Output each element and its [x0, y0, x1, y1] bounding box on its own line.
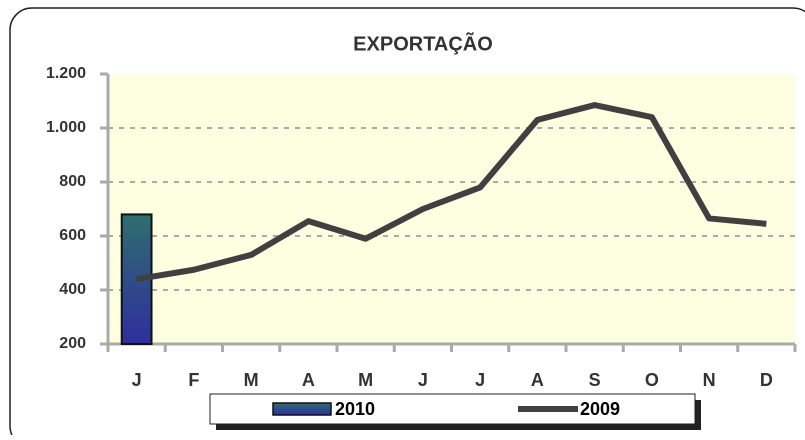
legend-swatch: [272, 402, 332, 416]
x-tick-label: A: [302, 370, 315, 390]
x-tick-label: M: [244, 370, 259, 390]
x-tick-label: S: [589, 370, 601, 390]
y-tick-label: 800: [59, 173, 86, 190]
line: [136, 102, 767, 283]
plot-area: [108, 74, 795, 344]
x-tick-label: D: [760, 370, 773, 390]
legend-label: 2010: [335, 399, 375, 419]
y-tick-label: 1.000: [46, 119, 86, 136]
y-tick-label: 1.200: [46, 65, 86, 82]
y-tick-label: 600: [59, 227, 86, 244]
x-tick-label: O: [645, 370, 659, 390]
x-tick-label: M: [358, 370, 373, 390]
y-tick-label: 200: [59, 335, 86, 352]
legend-label: 2009: [580, 399, 620, 419]
x-tick-label: J: [475, 370, 485, 390]
y-tick-label: 400: [59, 281, 86, 298]
x-tick-label: A: [531, 370, 544, 390]
x-tick-label: F: [188, 370, 199, 390]
x-tick-label: J: [132, 370, 142, 390]
x-tick-label: N: [703, 370, 716, 390]
chart-title: EXPORTAÇÃO: [353, 32, 493, 55]
x-tick-label: J: [418, 370, 428, 390]
